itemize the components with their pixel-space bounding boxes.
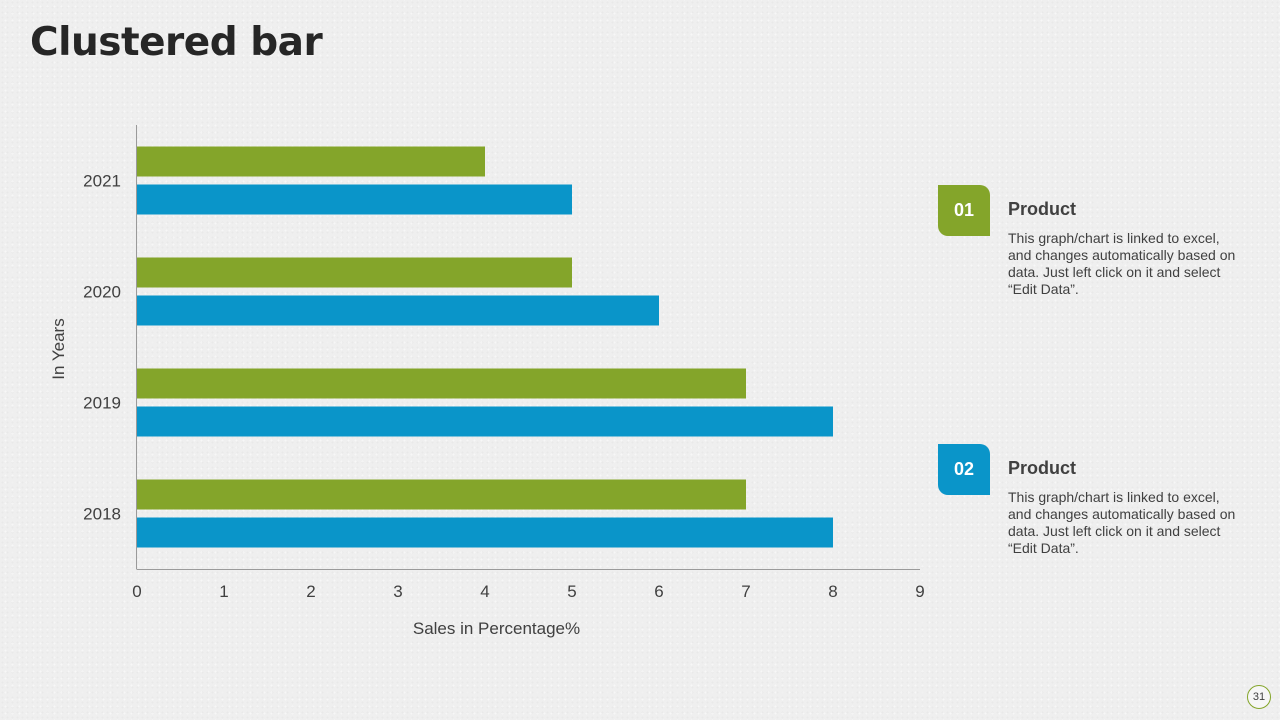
- legend-badge-01: 01: [938, 185, 990, 236]
- y-tick-label-2019: 2019: [83, 394, 121, 413]
- bar-product-02-2018: [137, 517, 833, 548]
- clustered-bar-chart: 2018 2019 2020 2021 0 1 2 3 4 5 6 7 8 9 Sales in Perce…: [49, 125, 925, 638]
- slide-title: Clustered bar: [30, 20, 323, 65]
- x-tick-label-7: 7: [741, 582, 750, 601]
- x-tick-label-0: 0: [132, 582, 141, 601]
- legend-description-02: This graph/chart is linked to excel, and…: [1008, 489, 1236, 556]
- page-number: 31: [1247, 685, 1271, 709]
- x-tick-label-1: 1: [219, 582, 228, 601]
- legend-item-02: 02 Product This graph/chart is linked to…: [938, 444, 1238, 574]
- x-tick-label-9: 9: [915, 582, 924, 601]
- y-tick-label-2021: 2021: [83, 172, 121, 191]
- bar-product-02-2021: [137, 184, 572, 215]
- legend-item-01: 01 Product This graph/chart is linked to…: [938, 185, 1238, 315]
- x-tick-label-8: 8: [828, 582, 837, 601]
- bar-product-02-2019: [137, 406, 833, 437]
- legend-description-01: This graph/chart is linked to excel, and…: [1008, 230, 1236, 297]
- legend-title-01: Product: [1008, 199, 1077, 219]
- bar-product-01-2021: [137, 146, 485, 177]
- x-tick-label-6: 6: [654, 582, 663, 601]
- x-tick-label-5: 5: [567, 582, 576, 601]
- bar-product-01-2020: [137, 257, 572, 288]
- legend-badge-02: 02: [938, 444, 990, 495]
- bar-product-01-2019: [137, 368, 746, 399]
- bar-product-02-2020: [137, 295, 659, 326]
- y-axis-title: In Years: [49, 318, 68, 379]
- bar-product-01-2018: [137, 479, 746, 510]
- x-tick-label-4: 4: [480, 582, 489, 601]
- legend-title-02: Product: [1008, 458, 1077, 478]
- x-tick-label-2: 2: [306, 582, 315, 601]
- x-axis-title: Sales in Percentage%: [413, 619, 580, 638]
- y-tick-label-2018: 2018: [83, 505, 121, 524]
- y-tick-label-2020: 2020: [83, 283, 121, 302]
- x-tick-label-3: 3: [393, 582, 402, 601]
